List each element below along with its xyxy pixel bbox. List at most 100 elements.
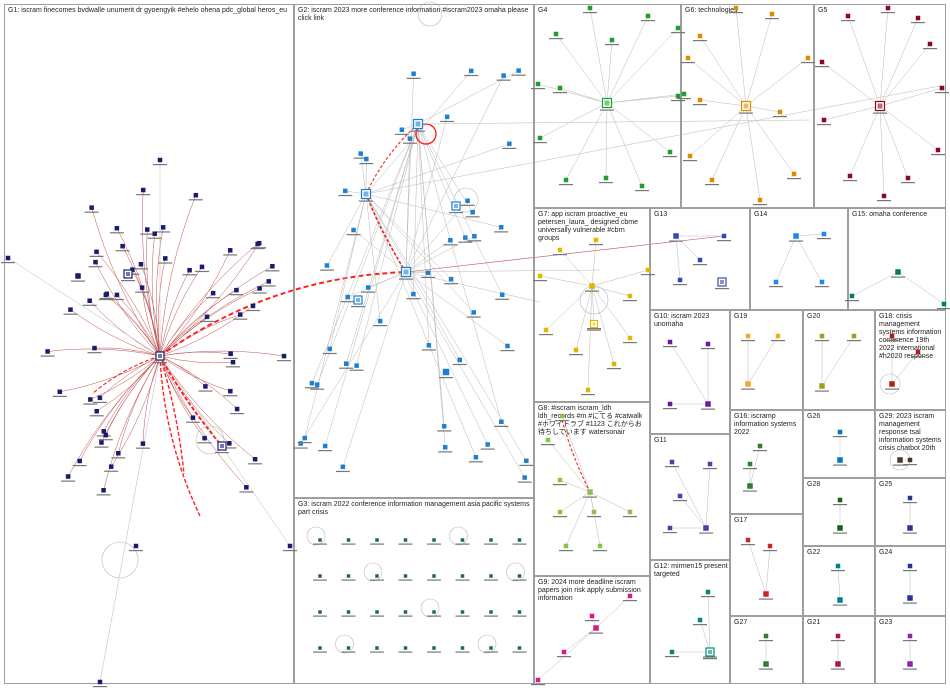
g9-node[interactable] bbox=[627, 593, 633, 599]
g2-node[interactable] bbox=[377, 318, 383, 324]
g1-node[interactable] bbox=[234, 287, 239, 293]
g2-node[interactable] bbox=[298, 441, 303, 446]
g16-node[interactable] bbox=[747, 461, 753, 467]
g3-node[interactable] bbox=[403, 610, 408, 614]
g3-node[interactable] bbox=[375, 538, 379, 542]
g7-node[interactable] bbox=[543, 327, 549, 333]
g3-node[interactable] bbox=[346, 538, 351, 542]
g25-hub-node[interactable] bbox=[907, 525, 913, 531]
g3-node[interactable] bbox=[517, 538, 522, 542]
g27-node[interactable] bbox=[763, 633, 769, 639]
g2-node[interactable] bbox=[302, 435, 308, 441]
g5-node[interactable] bbox=[939, 85, 945, 91]
g2-node[interactable] bbox=[507, 141, 512, 147]
g1-node[interactable] bbox=[5, 255, 11, 261]
g4-node[interactable] bbox=[681, 91, 687, 97]
g1-node[interactable] bbox=[238, 312, 243, 317]
g3-node[interactable] bbox=[432, 574, 436, 578]
g15-hub-node[interactable] bbox=[895, 269, 901, 275]
g6-node[interactable] bbox=[697, 33, 703, 39]
g3-node[interactable] bbox=[489, 574, 493, 578]
g17-node[interactable] bbox=[745, 537, 751, 543]
g1-node[interactable] bbox=[252, 456, 258, 462]
g9-node[interactable] bbox=[589, 613, 595, 619]
g4-node[interactable] bbox=[563, 177, 569, 183]
g4-node[interactable] bbox=[537, 135, 543, 141]
g9-hub-node[interactable] bbox=[593, 625, 599, 631]
g3-node[interactable] bbox=[346, 574, 351, 578]
g19-hub-node[interactable] bbox=[745, 381, 751, 387]
g2-node[interactable] bbox=[441, 424, 447, 429]
g3-node[interactable] bbox=[318, 538, 322, 542]
g20-node[interactable] bbox=[819, 333, 825, 339]
g8-node[interactable] bbox=[627, 509, 633, 515]
g1-node[interactable] bbox=[187, 267, 192, 273]
g1-node[interactable] bbox=[202, 435, 207, 441]
g1-node[interactable] bbox=[108, 464, 114, 469]
g3-node[interactable] bbox=[403, 574, 408, 578]
g1-node[interactable] bbox=[190, 415, 196, 420]
g15-node[interactable] bbox=[941, 301, 947, 307]
g28-node[interactable] bbox=[837, 497, 843, 503]
g6-node[interactable] bbox=[733, 5, 739, 11]
g3-node[interactable] bbox=[517, 646, 522, 650]
g22-hub-node[interactable] bbox=[837, 597, 843, 603]
g1-node[interactable] bbox=[114, 292, 120, 298]
g12-node[interactable] bbox=[705, 589, 711, 595]
g11-node[interactable] bbox=[667, 525, 673, 531]
g6-node[interactable] bbox=[769, 11, 775, 17]
g8-node[interactable] bbox=[545, 437, 551, 443]
g2-node[interactable] bbox=[411, 291, 416, 297]
g1-node[interactable] bbox=[75, 273, 81, 279]
g1-node[interactable] bbox=[234, 406, 240, 412]
g6-node[interactable] bbox=[697, 97, 703, 103]
g29-hub-node[interactable] bbox=[897, 457, 903, 463]
g2-node[interactable] bbox=[425, 270, 431, 276]
g2-node[interactable] bbox=[516, 68, 521, 73]
g26-node[interactable] bbox=[837, 429, 843, 435]
g1-node[interactable] bbox=[228, 351, 233, 357]
g10-hub-node[interactable] bbox=[705, 401, 711, 407]
g4-node[interactable] bbox=[645, 13, 651, 19]
g2-node[interactable] bbox=[345, 294, 350, 300]
g1-node[interactable] bbox=[89, 205, 94, 210]
g6-node[interactable] bbox=[757, 197, 763, 203]
g2-node[interactable] bbox=[343, 188, 348, 194]
g4-node[interactable] bbox=[557, 85, 563, 91]
g17-node[interactable] bbox=[767, 543, 773, 549]
g11-node[interactable] bbox=[707, 461, 713, 467]
g3-node[interactable] bbox=[432, 646, 436, 650]
g2-node[interactable] bbox=[457, 357, 463, 363]
g2-node[interactable] bbox=[327, 346, 333, 352]
g1-node[interactable] bbox=[203, 384, 208, 389]
g2-node[interactable] bbox=[499, 292, 505, 297]
g2-node[interactable] bbox=[426, 343, 432, 348]
g3-node[interactable] bbox=[432, 538, 436, 542]
g1-node[interactable] bbox=[93, 259, 98, 265]
g2-node[interactable] bbox=[358, 151, 363, 156]
g3-node[interactable] bbox=[403, 646, 408, 650]
g3-node[interactable] bbox=[517, 610, 522, 614]
g1-node[interactable] bbox=[65, 474, 71, 479]
g6-node[interactable] bbox=[709, 177, 715, 183]
g5-node[interactable] bbox=[905, 175, 911, 181]
g29-node[interactable] bbox=[907, 457, 913, 463]
g2-node[interactable] bbox=[351, 227, 356, 233]
g1-node[interactable] bbox=[227, 248, 233, 253]
g4-node[interactable] bbox=[609, 37, 615, 43]
g2-node[interactable] bbox=[442, 445, 448, 450]
g9-node[interactable] bbox=[561, 649, 567, 655]
g8-node[interactable] bbox=[591, 509, 597, 515]
g20-node[interactable] bbox=[851, 333, 857, 339]
g1-node[interactable] bbox=[139, 285, 145, 290]
g1-node[interactable] bbox=[163, 256, 168, 261]
g2-node[interactable] bbox=[472, 233, 477, 239]
g1-node[interactable] bbox=[160, 225, 166, 230]
g14-hub-node[interactable] bbox=[793, 233, 799, 239]
g2-node[interactable] bbox=[343, 361, 349, 366]
g2-node[interactable] bbox=[468, 68, 474, 74]
g1-node[interactable] bbox=[266, 279, 271, 284]
g1-node[interactable] bbox=[116, 451, 121, 456]
g5-node[interactable] bbox=[821, 117, 827, 123]
g4-node[interactable] bbox=[675, 25, 681, 31]
